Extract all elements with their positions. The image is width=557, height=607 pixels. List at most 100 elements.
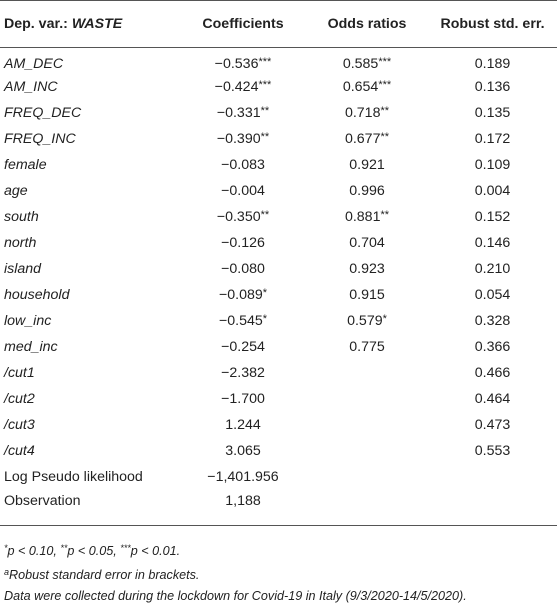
coefficient-cell-value: −0.536 [214,55,259,72]
robust-se-cell-value: 0.146 [474,234,511,251]
odds-ratio-cell [306,386,428,412]
significance-stars: *** [258,55,272,68]
odds-ratios-header: Odds ratios [306,0,428,48]
coefficient-cell: −0.536*** [180,48,306,74]
odds-ratio-cell [306,412,428,438]
robust-se-cell-value: 0.189 [474,55,511,72]
variable-cell-value: FREQ_INC [4,130,76,147]
robust-se-cell-value: 0.473 [474,416,511,433]
coefficient-cell-value: −0.089 [218,286,263,303]
data-collection-note: Data were collected during the lockdown … [4,589,467,603]
coefficient-cell-value: −0.126 [221,234,265,251]
significance-stars: *** [258,78,272,91]
odds-ratio-cell-value: 0.585 [342,55,379,72]
table-row: Observation 1,188 [0,489,557,526]
coefficient-cell: −0.390** [180,126,306,152]
variable-cell-value: island [4,260,42,277]
coefficient-cell-value: −1,401.956 [207,468,279,485]
variable-cell: island [0,256,180,282]
coefficient-cell-value: 1.244 [225,416,261,433]
odds-ratio-cell: 0.704 [306,230,428,256]
table-row: island −0.080 0.923 0.210 [0,256,557,282]
variable-cell-value: FREQ_DEC [4,104,82,121]
odds-ratio-cell: 0.677** [306,126,428,152]
robust-se-cell: 0.466 [428,360,557,386]
dep-var-header: Dep. var.: WASTE [0,0,180,48]
table-row: /cut3 1.244 0.473 [0,412,557,438]
robust-se-cell-value: 0.004 [474,182,511,199]
robust-se-cell: 0.464 [428,386,557,412]
odds-ratio-cell-value: 0.921 [349,156,385,173]
variable-cell: low_inc [0,308,180,334]
significance-stars: ** [380,208,390,221]
robust-se-cell-value: 0.135 [474,104,511,121]
coefficient-cell: −2.382 [180,360,306,386]
coefficient-cell: −0.254 [180,334,306,360]
significance-stars: * [262,286,268,299]
table-row: /cut2 −1.700 0.464 [0,386,557,412]
robust-se-cell: 0.366 [428,334,557,360]
coefficient-cell-value: −1.700 [221,390,265,407]
robust-se-cell-value: 0.210 [474,260,511,277]
variable-cell-value: Observation [4,492,81,509]
robust-se-header: Robust std. err. [428,0,557,48]
table-row: med_inc −0.254 0.775 0.366 [0,334,557,360]
coefficient-cell: 3.065 [180,438,306,464]
variable-cell: female [0,152,180,178]
variable-cell: Log Pseudo likelihood [0,464,180,490]
coefficient-cell-value: −0.254 [221,338,265,355]
significance-note: *p < 0.10, **p < 0.05, ***p < 0.01. [4,543,181,558]
variable-cell: /cut2 [0,386,180,412]
significance-stars: ** [260,208,270,221]
coefficient-cell: −0.331** [180,100,306,126]
coefficient-cell-value: −0.004 [221,182,265,199]
table-body: AM_DEC −0.536*** 0.585*** 0.189 AM_INC −0.424… [0,48,557,526]
odds-ratio-cell: 0.718** [306,100,428,126]
robust-se-cell: 0.146 [428,230,557,256]
robust-se-cell-value: 0.466 [474,364,511,381]
significance-stars: ** [260,130,270,143]
robust-se-cell [428,489,557,526]
robust-se-cell: 0.135 [428,100,557,126]
odds-ratio-cell [306,360,428,386]
variable-cell-value: Log Pseudo likelihood [4,468,143,485]
table-row: low_inc −0.545* 0.579* 0.328 [0,308,557,334]
odds-ratio-cell [306,464,428,490]
table-row: south −0.350** 0.881** 0.152 [0,204,557,230]
robust-se-cell-value: 0.366 [474,338,511,355]
variable-cell-value: med_inc [4,338,58,355]
variable-cell: FREQ_DEC [0,100,180,126]
significance-stars: ** [380,130,390,143]
table-row: female −0.083 0.921 0.109 [0,152,557,178]
robust-se-cell-value: 0.464 [474,390,511,407]
table-row: age −0.004 0.996 0.004 [0,178,557,204]
robust-se-cell: 0.210 [428,256,557,282]
odds-ratio-cell: 0.915 [306,282,428,308]
coefficient-cell-value: −2.382 [221,364,265,381]
coefficient-cell-value: −0.424 [214,78,259,95]
robust-se-cell [428,464,557,490]
variable-cell-value: age [4,182,28,199]
variable-cell: /cut1 [0,360,180,386]
coefficient-cell: −0.004 [180,178,306,204]
coefficient-cell-value: −0.331 [216,104,261,121]
coefficient-cell: 1.244 [180,412,306,438]
variable-cell-value: /cut3 [4,416,35,433]
table-notes: *p < 0.10, **p < 0.05, ***p < 0.01. aRob… [4,538,557,607]
variable-cell-value: /cut4 [4,442,35,459]
odds-ratio-cell [306,438,428,464]
coefficient-cell: −1.700 [180,386,306,412]
table-header-row: Dep. var.: WASTE Coefficients Odds ratio… [0,0,557,48]
robust-se-cell: 0.328 [428,308,557,334]
robust-se-cell-value: 0.152 [474,208,511,225]
significance-stars: *** [378,78,392,91]
coefficient-cell-value: 3.065 [225,442,261,459]
table-row: north −0.126 0.704 0.146 [0,230,557,256]
robust-se-cell: 0.553 [428,438,557,464]
significance-stars: ** [380,104,390,117]
robust-se-cell: 0.054 [428,282,557,308]
variable-cell-value: low_inc [4,312,52,329]
coefficient-cell: −0.350** [180,204,306,230]
coefficient-cell: −0.089* [180,282,306,308]
